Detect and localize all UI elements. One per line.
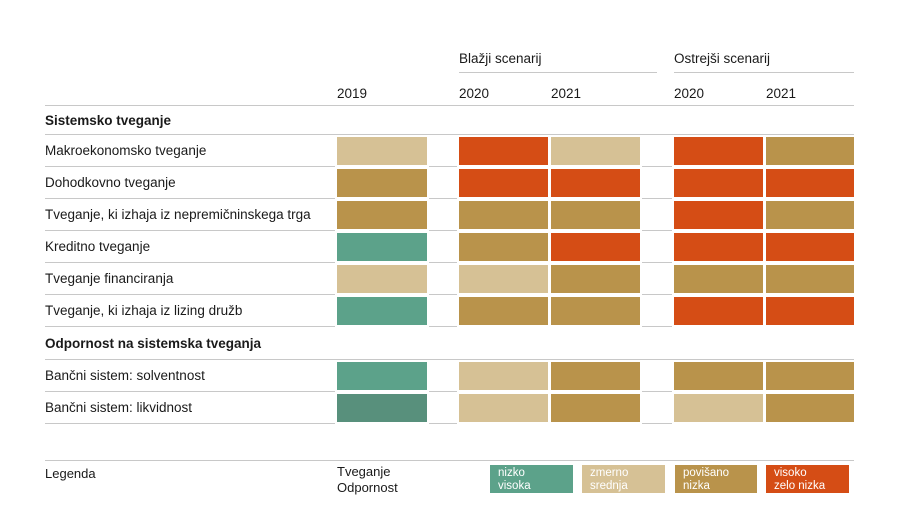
legend-axis-labels: Tveganje Odpornost bbox=[337, 464, 398, 496]
table-row: Kreditno tveganje bbox=[45, 231, 854, 263]
legend-swatch-risk-label: povišano bbox=[683, 467, 730, 479]
table-header: Blažji scenarij Ostrejši scenarij 2019 2… bbox=[45, 45, 854, 106]
risk-cell bbox=[674, 362, 763, 390]
row-label: Bančni sistem: solventnost bbox=[45, 368, 205, 383]
legend-swatch-resilience-label: zelo nizka bbox=[774, 480, 826, 492]
risk-cell bbox=[551, 169, 640, 197]
risk-cell bbox=[459, 265, 548, 293]
scenario-group-label-severe: Ostrejši scenarij bbox=[674, 51, 771, 66]
year-header-mild-2020: 2020 bbox=[459, 86, 490, 101]
legend-swatch-resilience-label: nizka bbox=[683, 480, 710, 492]
risk-cell bbox=[459, 362, 548, 390]
legend-swatch-risk-label: zmerno bbox=[590, 467, 629, 479]
risk-cell bbox=[337, 169, 427, 197]
table-row: Tveganje financiranja bbox=[45, 263, 854, 295]
legend-swatch-moderate: zmerno srednja bbox=[582, 465, 665, 493]
year-header-severe-2020: 2020 bbox=[674, 86, 705, 101]
risk-cell bbox=[674, 233, 763, 261]
risk-cell bbox=[766, 233, 854, 261]
risk-cell bbox=[551, 233, 640, 261]
table-row: Tveganje, ki izhaja iz nepremičninskega … bbox=[45, 199, 854, 231]
risk-cell bbox=[337, 201, 427, 229]
row-label: Dohodkovno tveganje bbox=[45, 175, 176, 190]
risk-cell bbox=[766, 265, 854, 293]
risk-cell bbox=[674, 201, 763, 229]
risk-cell bbox=[766, 169, 854, 197]
risk-cell bbox=[459, 233, 548, 261]
year-header-mild-2021: 2021 bbox=[551, 86, 582, 101]
scenario-underline-severe bbox=[674, 72, 854, 73]
risk-cell bbox=[551, 394, 640, 422]
section-title-resilience: Odpornost na sistemska tveganja bbox=[45, 327, 854, 360]
risk-cell bbox=[459, 169, 548, 197]
risk-cell bbox=[337, 233, 427, 261]
risk-cell bbox=[766, 201, 854, 229]
risk-cell bbox=[459, 297, 548, 325]
table-row: Bančni sistem: solventnost bbox=[45, 360, 854, 392]
legend-swatch-risk-label: nizko bbox=[498, 467, 525, 479]
legend-swatch-low: nizko visoka bbox=[490, 465, 573, 493]
risk-cell bbox=[337, 265, 427, 293]
table-row: Bančni sistem: likvidnost bbox=[45, 392, 854, 424]
risk-cell bbox=[674, 169, 763, 197]
risk-table: Blažji scenarij Ostrejši scenarij 2019 2… bbox=[45, 45, 854, 506]
risk-cell bbox=[551, 265, 640, 293]
legend-swatch-risk-label: visoko bbox=[774, 467, 807, 479]
row-label: Tveganje, ki izhaja iz lizing družb bbox=[45, 303, 243, 318]
scenario-group-label-mild: Blažji scenarij bbox=[459, 51, 542, 66]
legend-axis-resilience: Odpornost bbox=[337, 480, 398, 495]
risk-cell bbox=[766, 297, 854, 325]
table-row: Tveganje, ki izhaja iz lizing družb bbox=[45, 295, 854, 327]
risk-cell bbox=[337, 394, 427, 422]
row-label: Makroekonomsko tveganje bbox=[45, 143, 207, 158]
row-label: Kreditno tveganje bbox=[45, 239, 151, 254]
legend: Legenda Tveganje Odpornost nizko visoka … bbox=[45, 460, 854, 506]
legend-swatch-resilience-label: visoka bbox=[498, 480, 531, 492]
risk-cell bbox=[551, 137, 640, 165]
table-row: Dohodkovno tveganje bbox=[45, 167, 854, 199]
risk-cell bbox=[337, 297, 427, 325]
legend-title: Legenda bbox=[45, 466, 96, 481]
row-label: Tveganje financiranja bbox=[45, 271, 174, 286]
scenario-underline-mild bbox=[459, 72, 657, 73]
risk-cell bbox=[459, 137, 548, 165]
risk-cell bbox=[766, 362, 854, 390]
legend-swatch-elevated: povišano nizka bbox=[675, 465, 757, 493]
risk-cell bbox=[459, 201, 548, 229]
risk-cell bbox=[674, 394, 763, 422]
legend-axis-risk: Tveganje bbox=[337, 464, 391, 479]
risk-cell bbox=[674, 265, 763, 293]
risk-cell bbox=[459, 394, 548, 422]
table-row: Makroekonomsko tveganje bbox=[45, 135, 854, 167]
risk-cell bbox=[674, 137, 763, 165]
risk-cell bbox=[766, 394, 854, 422]
section-title-systemic-risk: Sistemsko tveganje bbox=[45, 106, 854, 135]
risk-cell bbox=[337, 137, 427, 165]
row-label: Bančni sistem: likvidnost bbox=[45, 400, 193, 415]
risk-cell bbox=[551, 362, 640, 390]
risk-cell bbox=[337, 362, 427, 390]
legend-swatch-high: visoko zelo nizka bbox=[766, 465, 849, 493]
risk-cell bbox=[551, 297, 640, 325]
year-header-severe-2021: 2021 bbox=[766, 86, 797, 101]
legend-swatch-resilience-label: srednja bbox=[590, 480, 628, 492]
year-header-2019: 2019 bbox=[337, 86, 368, 101]
risk-cell bbox=[674, 297, 763, 325]
risk-cell bbox=[766, 137, 854, 165]
row-label: Tveganje, ki izhaja iz nepremičninskega … bbox=[45, 207, 311, 222]
risk-cell bbox=[551, 201, 640, 229]
